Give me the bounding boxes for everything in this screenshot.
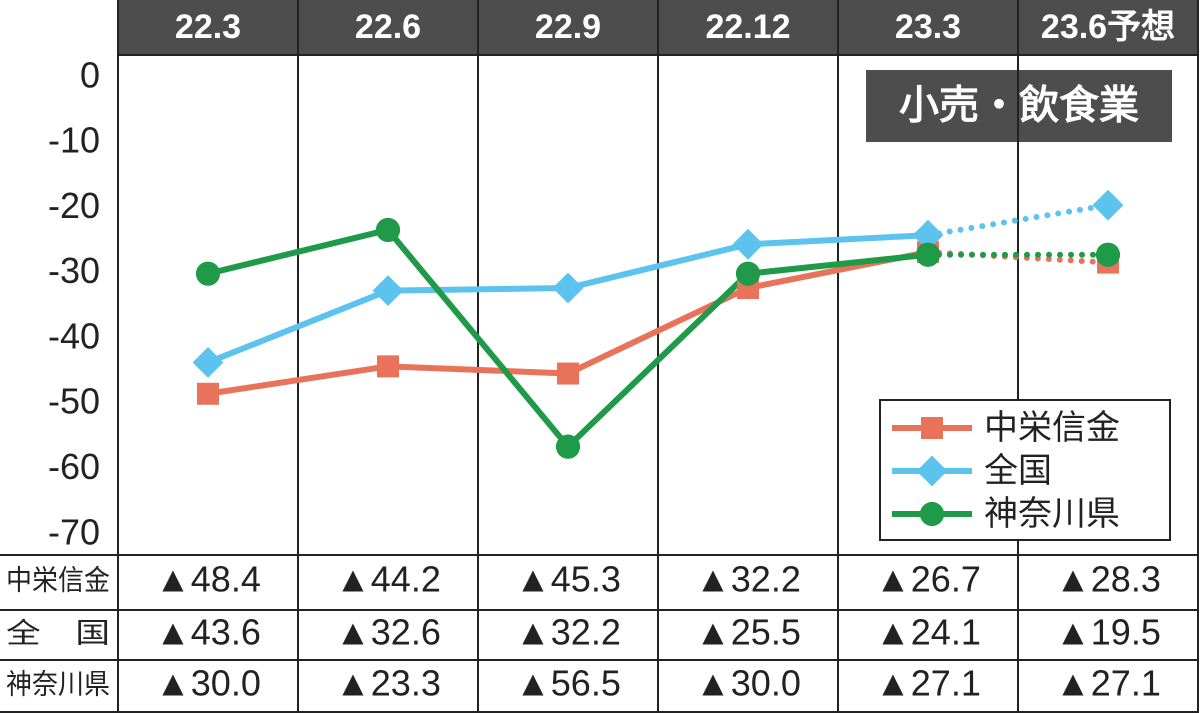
forecast-line: [925, 202, 1111, 239]
marker: [732, 228, 764, 260]
marker: [1095, 242, 1121, 267]
y-tick-label: -30: [48, 250, 100, 291]
marker: [377, 355, 399, 378]
table-cell: ▲19.5: [1055, 612, 1161, 653]
table-cell: ▲25.5: [695, 612, 801, 653]
table-cell: ▲26.7: [875, 559, 981, 600]
x-tick-label: 23.6予想: [1041, 8, 1175, 46]
y-tick-label: -70: [48, 511, 100, 552]
legend-label: 中栄信金: [984, 409, 1120, 447]
table-cell: ▲30.0: [155, 663, 261, 704]
row-label: 中栄信金: [6, 564, 110, 595]
table-cell: ▲44.2: [335, 559, 441, 600]
series-line: [207, 226, 929, 450]
x-tick-label: 22.6: [355, 8, 421, 46]
marker: [735, 261, 761, 286]
legend-label: 神奈川県: [984, 495, 1120, 533]
x-tick-label: 23.3: [895, 8, 961, 46]
table-cell: ▲43.6: [155, 612, 261, 653]
table-cell: ▲30.0: [695, 663, 801, 704]
table-cell: ▲32.2: [515, 612, 621, 653]
table-cell: ▲48.4: [155, 559, 261, 600]
legend-marker: [921, 417, 943, 439]
marker: [375, 217, 401, 243]
y-tick-label: -60: [48, 446, 100, 487]
y-tick-label: -50: [48, 381, 100, 422]
y-tick-label: 0: [80, 54, 100, 95]
table-cell: ▲32.6: [335, 612, 441, 653]
table-cell: ▲23.3: [335, 663, 441, 704]
legend-label: 全国: [984, 452, 1052, 490]
marker: [197, 382, 219, 405]
marker: [1092, 189, 1124, 221]
marker: [915, 242, 941, 267]
x-tick-label: 22.9: [535, 8, 601, 46]
legend-marker: [916, 455, 948, 487]
table-cell: ▲32.2: [695, 559, 801, 600]
marker: [557, 362, 579, 385]
legend-marker: [919, 501, 945, 527]
table-cell: ▲27.1: [875, 663, 981, 704]
marker: [372, 275, 404, 307]
y-tick-label: -40: [48, 315, 100, 356]
table-cell: ▲24.1: [875, 612, 981, 653]
table-cell: ▲56.5: [515, 663, 621, 704]
y-tick-label: -20: [48, 185, 100, 226]
x-tick-label: 22.3: [175, 8, 241, 46]
marker: [552, 272, 584, 304]
marker: [195, 261, 221, 286]
table-cell: ▲27.1: [1055, 663, 1161, 704]
row-label: 全 国: [6, 617, 110, 648]
table-cell: ▲45.3: [515, 559, 621, 600]
marker: [912, 219, 944, 251]
marker: [555, 434, 581, 459]
x-tick-label: 22.12: [705, 8, 790, 46]
marker: [192, 347, 224, 378]
forecast-line: [925, 249, 1111, 266]
y-tick-label: -10: [48, 120, 100, 161]
table-cell: ▲28.3: [1055, 559, 1161, 600]
row-label: 神奈川県: [6, 668, 110, 699]
